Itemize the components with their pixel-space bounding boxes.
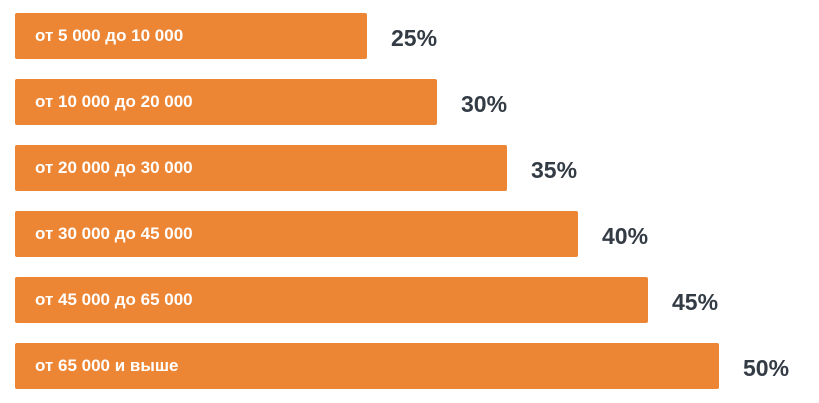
value-label: 30% bbox=[461, 91, 508, 117]
bar-row: от 5 000 до 10 000 25% bbox=[0, 13, 819, 59]
bar-row: от 10 000 до 20 000 30% bbox=[0, 79, 819, 125]
value-label: 35% bbox=[531, 157, 578, 183]
bar-row: от 30 000 до 45 000 40% bbox=[0, 211, 819, 257]
category-label: от 20 000 до 30 000 bbox=[35, 158, 193, 177]
value-label: 50% bbox=[743, 355, 790, 381]
value-label: 45% bbox=[672, 289, 719, 315]
bar: от 10 000 до 20 000 bbox=[15, 79, 437, 125]
category-label: от 45 000 до 65 000 bbox=[35, 290, 193, 309]
value-label: 40% bbox=[602, 223, 649, 249]
bar-row: от 65 000 и выше 50% bbox=[0, 343, 819, 389]
category-label: от 65 000 и выше bbox=[35, 356, 179, 375]
category-label: от 10 000 до 20 000 bbox=[35, 92, 193, 111]
value-label: 25% bbox=[391, 25, 438, 51]
bar-row: от 20 000 до 30 000 35% bbox=[0, 145, 819, 191]
bar: от 20 000 до 30 000 bbox=[15, 145, 507, 191]
bar: от 45 000 до 65 000 bbox=[15, 277, 648, 323]
bar: от 5 000 до 10 000 bbox=[15, 13, 367, 59]
category-label: от 5 000 до 10 000 bbox=[35, 26, 184, 45]
bar: от 30 000 до 45 000 bbox=[15, 211, 578, 257]
category-label: от 30 000 до 45 000 bbox=[35, 224, 193, 243]
bar-row: от 45 000 до 65 000 45% bbox=[0, 277, 819, 323]
bar: от 65 000 и выше bbox=[15, 343, 719, 389]
